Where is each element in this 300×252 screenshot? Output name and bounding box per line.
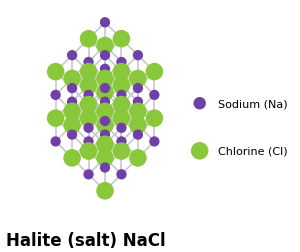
Point xyxy=(86,61,91,65)
Point xyxy=(103,100,107,104)
Point xyxy=(103,123,107,128)
Point xyxy=(103,110,107,114)
Point xyxy=(136,87,140,91)
Point xyxy=(86,173,91,177)
Point xyxy=(119,103,124,107)
Point xyxy=(103,156,107,160)
Point xyxy=(152,117,157,121)
Point xyxy=(119,61,124,65)
Point xyxy=(86,93,91,98)
Point xyxy=(103,44,107,48)
Point xyxy=(152,93,157,98)
Text: Sodium (Na): Sodium (Na) xyxy=(218,99,287,109)
Point xyxy=(70,77,74,81)
Point xyxy=(119,173,124,177)
Point xyxy=(103,119,107,123)
Point xyxy=(103,87,107,91)
Point xyxy=(53,70,58,74)
Point xyxy=(53,93,58,98)
Point xyxy=(53,140,58,144)
Point xyxy=(103,166,107,170)
Point xyxy=(119,140,124,144)
Point xyxy=(103,189,107,193)
Point xyxy=(86,107,91,111)
Point xyxy=(70,100,74,104)
Point xyxy=(103,91,107,95)
Point xyxy=(136,77,140,81)
Point xyxy=(53,117,58,121)
Point xyxy=(70,54,74,58)
Point xyxy=(70,156,74,160)
Point xyxy=(103,77,107,81)
Point xyxy=(70,123,74,128)
Point xyxy=(103,68,107,72)
Point xyxy=(119,149,124,153)
Point xyxy=(86,117,91,121)
Point xyxy=(119,38,124,42)
Point xyxy=(103,133,107,137)
Point xyxy=(136,110,140,114)
Point xyxy=(86,38,91,42)
Point xyxy=(136,156,140,160)
Point xyxy=(136,100,140,104)
Point xyxy=(136,54,140,58)
Point xyxy=(197,102,202,106)
Point xyxy=(70,87,74,91)
Point xyxy=(86,126,91,130)
Text: Halite (salt) NaCl: Halite (salt) NaCl xyxy=(6,232,166,249)
Point xyxy=(103,143,107,147)
Point xyxy=(152,140,157,144)
Point xyxy=(136,123,140,128)
Point xyxy=(70,133,74,137)
Point xyxy=(86,140,91,144)
Point xyxy=(86,103,91,107)
Point xyxy=(86,149,91,153)
Point xyxy=(70,110,74,114)
Point xyxy=(86,70,91,74)
Point xyxy=(119,107,124,111)
Point xyxy=(136,133,140,137)
Point xyxy=(119,84,124,88)
Point xyxy=(86,84,91,88)
Point xyxy=(119,93,124,98)
Point xyxy=(152,70,157,74)
Point xyxy=(197,149,202,153)
Point xyxy=(103,54,107,58)
Point xyxy=(119,117,124,121)
Point xyxy=(119,126,124,130)
Point xyxy=(103,21,107,25)
Point xyxy=(119,70,124,74)
Text: Chlorine (Cl): Chlorine (Cl) xyxy=(218,146,287,156)
